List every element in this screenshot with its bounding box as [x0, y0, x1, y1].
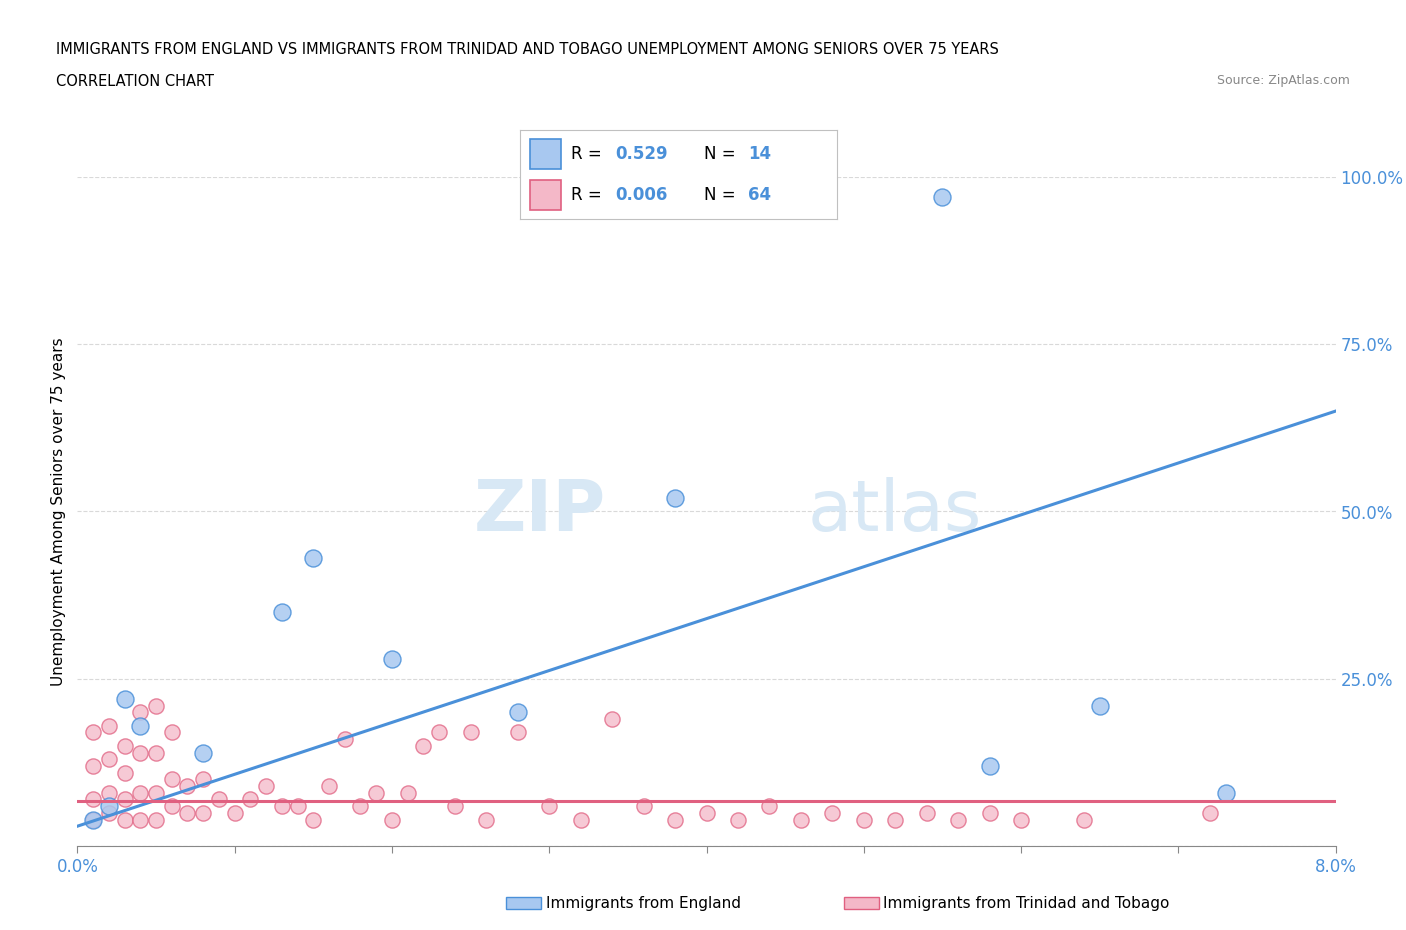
- Point: [129, 718, 152, 733]
- Point: [176, 778, 198, 793]
- Point: [114, 792, 136, 807]
- Text: R =: R =: [571, 145, 602, 163]
- Point: [1088, 698, 1111, 713]
- Point: [727, 812, 749, 827]
- Point: [569, 812, 592, 827]
- Text: Source: ZipAtlas.com: Source: ZipAtlas.com: [1216, 74, 1350, 87]
- Point: [381, 651, 404, 666]
- Point: [696, 805, 718, 820]
- Point: [270, 799, 292, 814]
- Point: [254, 778, 277, 793]
- Point: [979, 805, 1001, 820]
- Point: [176, 805, 198, 820]
- Point: [191, 805, 215, 820]
- Text: 64: 64: [748, 186, 770, 204]
- Point: [381, 812, 404, 827]
- Point: [538, 799, 561, 814]
- Point: [979, 759, 1001, 774]
- Point: [287, 799, 309, 814]
- Point: [1215, 785, 1237, 800]
- Text: IMMIGRANTS FROM ENGLAND VS IMMIGRANTS FROM TRINIDAD AND TOBAGO UNEMPLOYMENT AMON: IMMIGRANTS FROM ENGLAND VS IMMIGRANTS FR…: [56, 42, 1000, 57]
- Point: [1198, 805, 1220, 820]
- Point: [460, 725, 482, 740]
- Point: [931, 190, 953, 205]
- Point: [160, 799, 183, 814]
- Point: [506, 725, 529, 740]
- Point: [790, 812, 813, 827]
- Point: [82, 792, 104, 807]
- Point: [333, 732, 356, 747]
- Point: [129, 705, 152, 720]
- Point: [1073, 812, 1095, 827]
- Point: [948, 812, 970, 827]
- Point: [114, 692, 136, 707]
- Point: [664, 812, 686, 827]
- Y-axis label: Unemployment Among Seniors over 75 years: Unemployment Among Seniors over 75 years: [51, 338, 66, 685]
- Point: [82, 812, 104, 827]
- Point: [114, 738, 136, 753]
- Point: [97, 718, 120, 733]
- Point: [129, 785, 152, 800]
- Point: [129, 812, 152, 827]
- Point: [444, 799, 467, 814]
- Point: [145, 785, 167, 800]
- Text: Immigrants from England: Immigrants from England: [546, 896, 741, 910]
- Text: 0.006: 0.006: [616, 186, 668, 204]
- Point: [270, 604, 292, 619]
- Point: [224, 805, 246, 820]
- Point: [114, 812, 136, 827]
- Point: [633, 799, 655, 814]
- Text: ZIP: ZIP: [474, 477, 606, 546]
- Point: [506, 705, 529, 720]
- Point: [97, 805, 120, 820]
- Point: [318, 778, 340, 793]
- Point: [600, 711, 623, 726]
- Point: [884, 812, 907, 827]
- Point: [97, 751, 120, 766]
- Point: [97, 799, 120, 814]
- Point: [412, 738, 434, 753]
- Point: [97, 785, 120, 800]
- Text: R =: R =: [571, 186, 602, 204]
- Point: [366, 785, 388, 800]
- Text: atlas: atlas: [807, 477, 981, 546]
- Point: [82, 759, 104, 774]
- Point: [475, 812, 498, 827]
- Point: [145, 745, 167, 760]
- Point: [160, 725, 183, 740]
- Point: [821, 805, 844, 820]
- Text: 0.529: 0.529: [616, 145, 668, 163]
- Point: [160, 772, 183, 787]
- Text: 14: 14: [748, 145, 770, 163]
- Point: [191, 772, 215, 787]
- Point: [758, 799, 780, 814]
- Text: N =: N =: [704, 186, 735, 204]
- Text: Immigrants from Trinidad and Tobago: Immigrants from Trinidad and Tobago: [883, 896, 1170, 910]
- Point: [191, 745, 215, 760]
- Text: CORRELATION CHART: CORRELATION CHART: [56, 74, 214, 89]
- Point: [145, 698, 167, 713]
- Point: [427, 725, 450, 740]
- Bar: [530, 140, 561, 169]
- Point: [852, 812, 875, 827]
- Point: [114, 765, 136, 780]
- Point: [82, 725, 104, 740]
- Point: [129, 745, 152, 760]
- Point: [208, 792, 231, 807]
- Point: [302, 551, 325, 565]
- Point: [145, 812, 167, 827]
- Point: [349, 799, 371, 814]
- Text: N =: N =: [704, 145, 735, 163]
- Point: [302, 812, 325, 827]
- Point: [82, 812, 104, 827]
- Point: [1010, 812, 1032, 827]
- Point: [664, 491, 686, 506]
- Point: [239, 792, 262, 807]
- Point: [915, 805, 938, 820]
- Bar: [530, 179, 561, 210]
- Point: [396, 785, 419, 800]
